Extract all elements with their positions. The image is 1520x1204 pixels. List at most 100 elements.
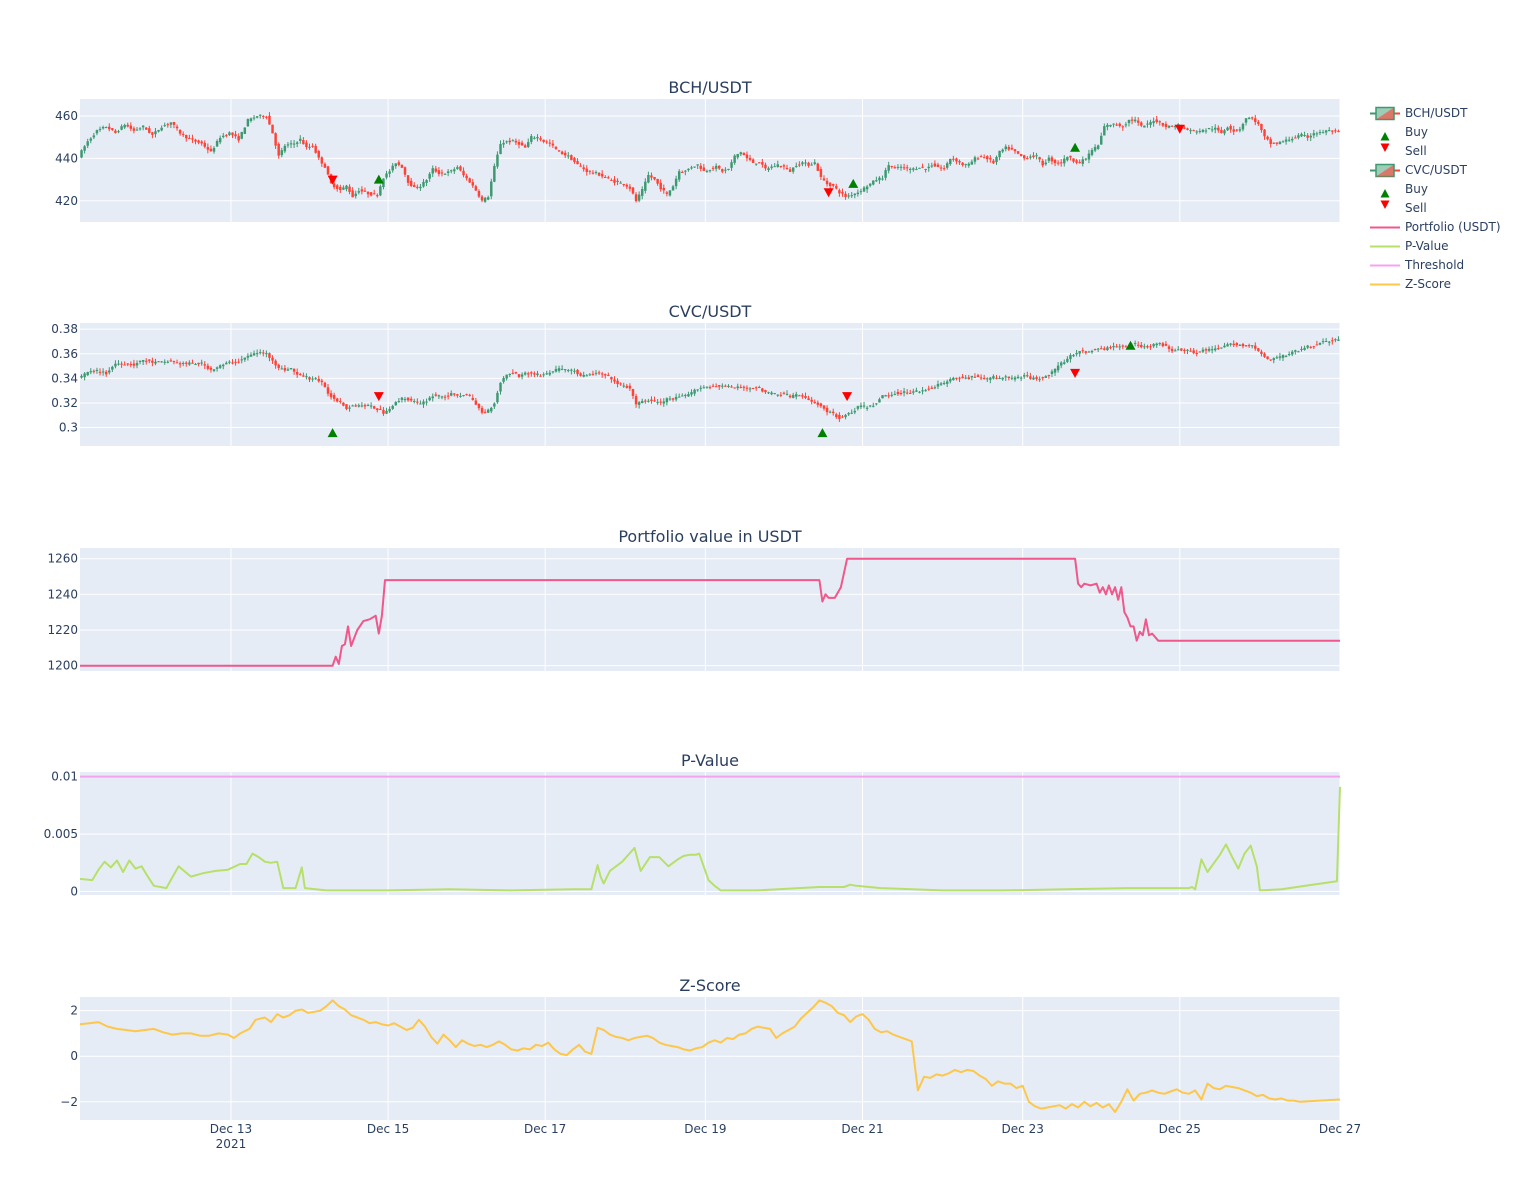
- candle: [563, 152, 567, 156]
- y-tick-label: −2: [60, 1095, 78, 1109]
- legend-label: Portfolio (USDT): [1405, 220, 1501, 234]
- candle: [1223, 130, 1226, 134]
- legend-item-cvc[interactable]: CVC/USDT: [1368, 161, 1501, 180]
- candle: [1309, 346, 1312, 348]
- candle: [1096, 348, 1100, 350]
- candle: [483, 197, 487, 202]
- candle: [1044, 162, 1048, 165]
- candle: [1287, 139, 1291, 141]
- candle: [1115, 346, 1118, 348]
- candle: [1244, 118, 1248, 123]
- candle: [844, 414, 847, 418]
- x-tick-label: Dec 17: [524, 1122, 566, 1136]
- candle: [1004, 146, 1007, 150]
- candle: [979, 156, 983, 158]
- legend-item-pvalue[interactable]: P-Value: [1368, 237, 1501, 256]
- candle: [1318, 342, 1322, 345]
- candle: [748, 388, 752, 390]
- candle: [1106, 347, 1109, 351]
- candle: [668, 190, 672, 196]
- subplot-title-zscore: Z-Score: [679, 976, 741, 995]
- legend-item-zscore[interactable]: Z-Score: [1368, 275, 1501, 294]
- candle: [1001, 149, 1004, 152]
- candle: [1118, 346, 1121, 348]
- candle: [536, 373, 539, 376]
- candle: [172, 361, 176, 363]
- legend-item-threshold[interactable]: Threshold: [1368, 256, 1501, 275]
- candle: [1173, 350, 1177, 352]
- candle: [517, 142, 521, 145]
- candle: [718, 385, 721, 387]
- legend-item-sell-bch[interactable]: Sell: [1368, 142, 1501, 161]
- candle: [952, 377, 955, 381]
- subplot-zscore: −2 0 2: [60, 997, 1341, 1120]
- subplot-title-bch: BCH/USDT: [668, 78, 752, 97]
- candle: [767, 392, 770, 394]
- candle: [456, 167, 459, 169]
- candle: [896, 166, 900, 168]
- candle: [1217, 348, 1220, 350]
- y-tick-label: 0.36: [51, 347, 78, 361]
- candle: [1167, 125, 1171, 128]
- candle: [970, 161, 974, 165]
- candle: [342, 187, 345, 190]
- candle: [542, 139, 545, 142]
- candle: [200, 141, 203, 144]
- candle: [1158, 343, 1162, 345]
- candle: [637, 194, 641, 201]
- legend-item-portfolio[interactable]: Portfolio (USDT): [1368, 218, 1501, 237]
- candle: [486, 197, 490, 200]
- candle: [945, 381, 949, 384]
- candle: [835, 414, 838, 418]
- candle: [690, 392, 693, 395]
- line-legend-icon: [1370, 283, 1400, 286]
- candle: [215, 367, 219, 369]
- candle: [225, 135, 228, 137]
- candle: [813, 162, 816, 164]
- candle: [702, 167, 706, 171]
- candle: [721, 385, 724, 387]
- legend-item-buy-bch[interactable]: Buy: [1368, 123, 1501, 152]
- candle: [1013, 377, 1017, 380]
- legend-item-sell-cvc[interactable]: Sell: [1368, 199, 1501, 218]
- candle: [1275, 357, 1279, 359]
- candle: [1038, 157, 1041, 160]
- candle: [1306, 135, 1309, 138]
- candle: [640, 400, 644, 404]
- candle: [83, 373, 86, 378]
- series-line-portfolio-usdt-: [80, 557, 1340, 667]
- candle: [745, 387, 749, 389]
- candle: [1170, 348, 1174, 352]
- candle: [563, 369, 567, 371]
- candle: [508, 140, 511, 143]
- candle: [727, 168, 730, 170]
- candle: [1069, 155, 1072, 158]
- candle: [1281, 355, 1285, 358]
- legend-item-buy-cvc[interactable]: Buy: [1368, 180, 1501, 209]
- candle: [449, 393, 453, 396]
- candle: [647, 400, 650, 402]
- candle: [1100, 135, 1103, 145]
- candle: [129, 363, 133, 366]
- candle: [203, 364, 206, 366]
- candle: [560, 151, 564, 155]
- candle: [311, 145, 314, 147]
- candle: [1063, 362, 1066, 364]
- candle: [1275, 142, 1279, 144]
- legend-item-bch[interactable]: BCH/USDT: [1368, 104, 1501, 123]
- candle: [668, 398, 672, 400]
- candle: [114, 130, 117, 133]
- candle: [1232, 343, 1235, 346]
- candle: [1214, 127, 1217, 130]
- candle: [921, 390, 924, 392]
- candle: [191, 362, 194, 364]
- candle: [961, 376, 964, 379]
- candle: [773, 393, 776, 395]
- candle: [859, 405, 863, 407]
- candle: [1303, 347, 1306, 350]
- candle: [138, 128, 142, 130]
- candle: [671, 186, 675, 191]
- candle: [912, 168, 915, 170]
